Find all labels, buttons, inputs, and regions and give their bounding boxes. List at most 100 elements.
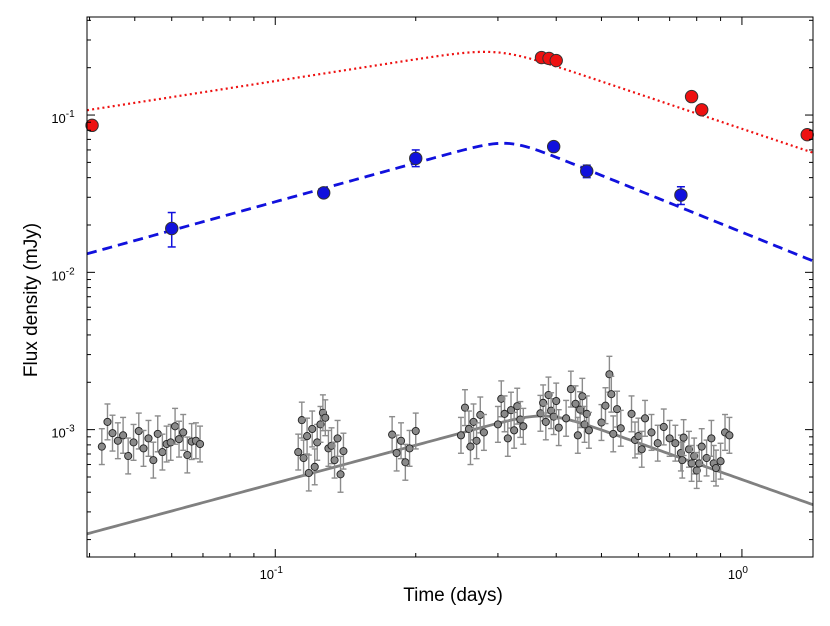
- gray-data-point: [129, 438, 138, 447]
- gray-data-point: [113, 436, 122, 445]
- y-tick-label: 10-1: [51, 109, 75, 126]
- gray-data-point: [665, 434, 674, 443]
- gray-data-point: [584, 426, 593, 435]
- gray-data-point: [571, 399, 580, 408]
- gray-data-point: [519, 422, 528, 431]
- data-points: [85, 50, 814, 493]
- gray-data-point: [634, 432, 643, 441]
- gray-data-point: [503, 434, 512, 443]
- gray-data-point: [510, 426, 519, 435]
- gray-data-point: [671, 439, 680, 448]
- gray-data-point: [119, 431, 128, 440]
- gray-data-point: [697, 442, 706, 451]
- gray-data-point: [653, 439, 662, 448]
- gray-data-point: [627, 409, 636, 418]
- gray-data-point: [659, 422, 668, 432]
- gray-data-point: [472, 436, 481, 445]
- red-data-point: [684, 89, 699, 104]
- y-axis-label: Flux density (mJy): [21, 223, 42, 377]
- gray-data-point: [97, 442, 106, 451]
- gray-data-point: [179, 428, 188, 437]
- gray-data-point: [716, 457, 725, 466]
- gray-data-point: [303, 432, 312, 441]
- gray-data-point: [479, 428, 488, 437]
- gray-data-point: [601, 401, 610, 410]
- y-tick-label: 10-2: [51, 266, 75, 283]
- gray-data-point: [637, 445, 646, 454]
- blue-data-point: [674, 188, 688, 202]
- red-data-point: [549, 53, 563, 68]
- gray-data-point: [562, 414, 571, 423]
- red-data-point: [85, 118, 99, 133]
- gray-data-point: [330, 456, 339, 465]
- gray-data-point: [554, 423, 563, 432]
- gray-data-point: [500, 409, 509, 418]
- model-curves: [86, 50, 814, 536]
- gray-data-point: [196, 439, 205, 449]
- gray-data-point: [573, 431, 582, 440]
- gray-data-point: [308, 424, 317, 434]
- blue-data-point: [409, 151, 423, 166]
- gray-data-point: [707, 434, 716, 443]
- blue-data-point: [316, 186, 331, 200]
- gray-data-point: [171, 422, 180, 431]
- x-tick-label: 10-1: [260, 565, 284, 582]
- gray-data-point: [299, 453, 308, 463]
- gray-data-point: [321, 413, 330, 422]
- x-tick-label: 100: [728, 565, 748, 582]
- gray-data-point: [541, 417, 550, 426]
- gray-data-point: [158, 448, 167, 457]
- gray-data-point: [124, 451, 133, 461]
- gray-data-point: [552, 396, 561, 406]
- gray-data-point: [640, 414, 650, 423]
- gray-data-point: [597, 418, 606, 427]
- red-data-point: [695, 103, 709, 117]
- gray-data-point: [294, 448, 303, 457]
- gray-data-point: [310, 462, 319, 471]
- blue-model-curve: [86, 141, 814, 263]
- gray-data-point: [392, 448, 401, 458]
- gray-data-point: [460, 403, 470, 412]
- blue-data-point: [580, 164, 594, 178]
- axis-ticks: 10-1 100 10-3 10-2 10-1: [51, 17, 813, 582]
- gray-data-point: [725, 431, 734, 440]
- gray-data-point: [607, 390, 616, 399]
- gray-data-point: [304, 468, 313, 478]
- gray-data-point: [401, 458, 410, 467]
- blue-data-point: [546, 139, 561, 154]
- gray-data-point: [469, 417, 478, 426]
- red-model-curve: [86, 50, 814, 154]
- gray-data-point: [405, 444, 414, 453]
- x-axis-label: Time (days): [403, 585, 503, 606]
- gray-data-point: [609, 429, 618, 438]
- gray-data-point: [678, 456, 687, 465]
- gray-data-point: [336, 470, 345, 479]
- y-tick-label: 10-3: [51, 424, 75, 441]
- gray-data-point: [616, 424, 625, 433]
- gray-data-point: [183, 450, 192, 460]
- gray-data-point: [702, 453, 711, 463]
- gray-data-point: [339, 447, 348, 456]
- gray-data-point: [647, 428, 656, 437]
- gray-data-point: [612, 405, 622, 414]
- blue-data-point: [165, 221, 179, 236]
- gray-data-point: [396, 436, 406, 445]
- gray-data-point: [333, 434, 342, 443]
- gray-data-point: [144, 434, 153, 443]
- gray-data-point: [174, 435, 184, 444]
- gray-data-point: [493, 420, 502, 429]
- gray-data-point: [149, 456, 158, 465]
- gray-data-point: [139, 444, 148, 453]
- gray-data-point: [103, 417, 112, 426]
- gray-data-point: [466, 442, 475, 451]
- gray-data-point: [566, 385, 575, 394]
- gray-data-point: [536, 409, 545, 418]
- gray-data-point: [711, 463, 721, 473]
- gray-data-point: [456, 431, 466, 440]
- gray-data-point: [297, 416, 306, 425]
- plot-frame: [86, 16, 814, 558]
- gray-data-point: [692, 466, 701, 475]
- gray-data-point: [108, 429, 117, 438]
- gray-data-point: [679, 433, 688, 442]
